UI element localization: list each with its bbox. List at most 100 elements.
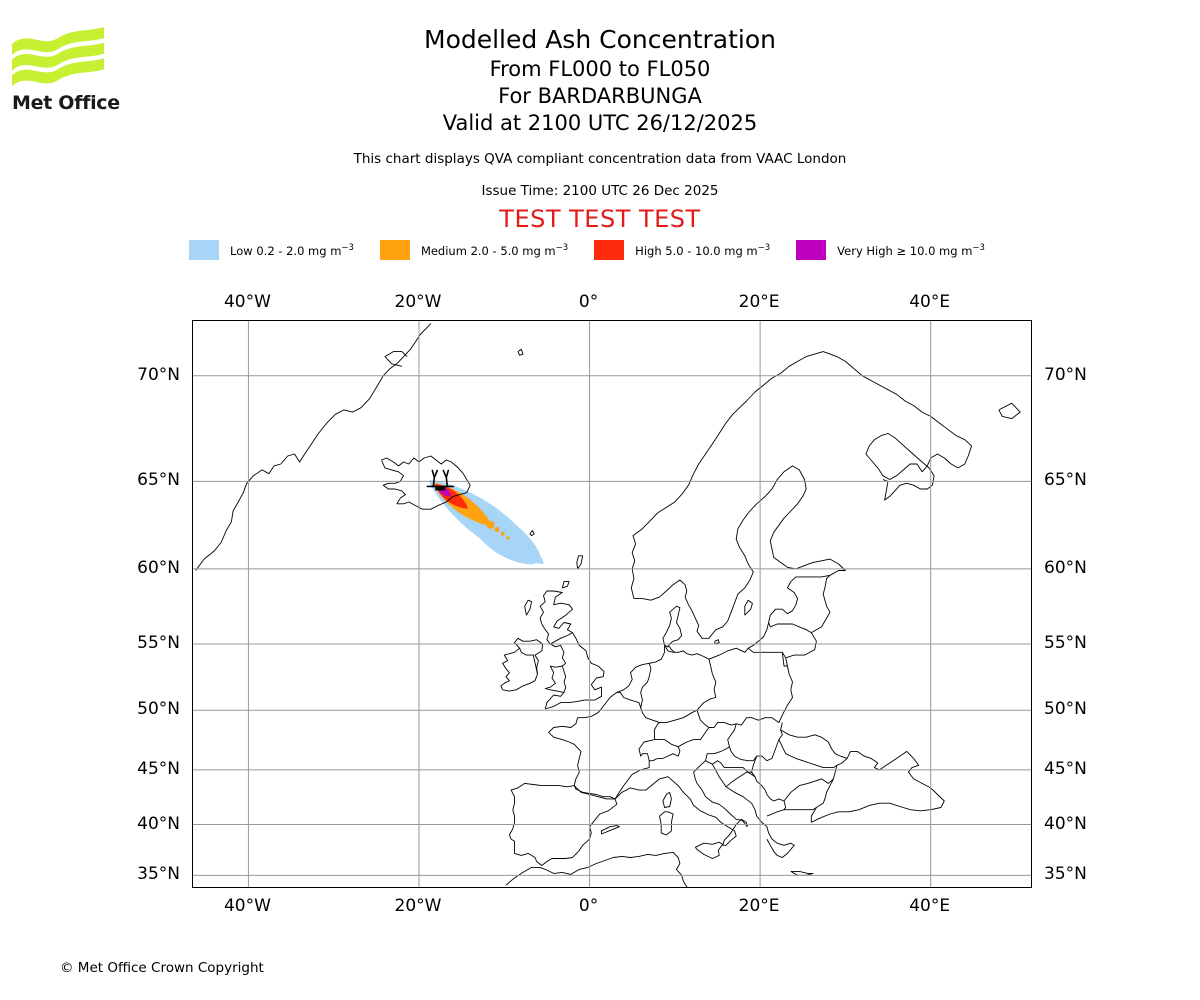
coastline-path (561, 581, 570, 589)
coastline-path (727, 722, 783, 762)
coastline-path (751, 755, 787, 817)
coastline-path (714, 639, 720, 645)
legend-item-high: High 5.0 - 10.0 mg m−3 (594, 240, 770, 260)
legend-item-very-high: Very High ≥ 10.0 mg m−3 (796, 240, 985, 260)
coastline-path (517, 348, 524, 356)
plume-speck (494, 527, 500, 533)
coastline-path (783, 778, 834, 802)
test-banner: TEST TEST TEST (499, 205, 701, 233)
map-container: 40°W 40°W 20°W 20°W 0° 0° 20°E 20°E 40°E 40°E 70°N… (137, 292, 1087, 916)
title-block: Modelled Ash Concentration From FL000 to… (0, 24, 1200, 233)
volcano-marker-icon (426, 469, 455, 491)
coastline-path (696, 647, 793, 728)
lon-tick-top-3: 20°E (738, 292, 780, 312)
lat-tick-left-7: 35°N (137, 864, 180, 885)
coastline-path (998, 402, 1021, 420)
qva-note: This chart displays QVA compliant concen… (353, 151, 847, 167)
coastline-path (659, 811, 674, 836)
coastline-path (694, 841, 724, 859)
coastline-path (529, 530, 535, 537)
lat-tick-right-7: 35°N (1044, 864, 1087, 885)
coastline-path (659, 659, 717, 724)
legend-label-very-high: Very High ≥ 10.0 mg m−3 (837, 242, 985, 258)
coastline-path (573, 785, 616, 800)
met-office-logo: Met Office (12, 22, 122, 114)
coastline-path (519, 648, 538, 675)
flight-level-range: From FL000 to FL050 (489, 57, 711, 81)
coastline-path (768, 622, 817, 659)
legend-swatch-low (189, 240, 220, 260)
lat-tick-right-2: 60°N (1044, 557, 1087, 578)
coastline-path (712, 760, 756, 778)
plume-speck (500, 531, 505, 536)
valid-time: Valid at 2100 UTC 26/12/2025 (442, 111, 758, 135)
page-title: Modelled Ash Concentration (424, 25, 776, 54)
coastline-path (853, 368, 973, 501)
lat-tick-left-2: 60°N (137, 557, 180, 578)
lat-tick-right-0: 70°N (1044, 364, 1087, 385)
coastline-path (744, 599, 753, 616)
concentration-legend: Low 0.2 - 2.0 mg m−3 Medium 2.0 - 5.0 mg … (0, 240, 1200, 260)
lat-tick-right-1: 65°N (1044, 470, 1087, 491)
lon-tick-top-4: 40°E (909, 292, 951, 312)
lat-tick-left-1: 65°N (137, 470, 180, 491)
map-canvas (193, 321, 1031, 887)
legend-item-medium: Medium 2.0 - 5.0 mg m−3 (379, 240, 569, 260)
lon-tick-bottom-1: 20°W (394, 896, 442, 916)
coastline-path (810, 750, 945, 823)
coastline-path (548, 652, 666, 759)
coastline-path (664, 644, 676, 653)
lon-tick-top-2: 0° (578, 292, 599, 312)
coastline-path (539, 590, 605, 710)
lat-tick-right-3: 55°N (1044, 632, 1087, 653)
coastline-path (790, 870, 814, 876)
coastline-path (384, 351, 408, 367)
coastline-path (662, 791, 672, 808)
lon-tick-bottom-4: 40°E (909, 896, 951, 916)
lon-tick-bottom-0: 40°W (223, 896, 271, 916)
legend-label-high: High 5.0 - 10.0 mg m−3 (635, 242, 771, 258)
coastline-path (705, 746, 730, 761)
legend-swatch-very-high (796, 240, 827, 260)
graticule-layer (193, 321, 1031, 887)
lat-tick-right-5: 45°N (1044, 758, 1087, 779)
coastline-path (616, 691, 660, 724)
issue-time: Issue Time: 2100 UTC 26 Dec 2025 (481, 183, 719, 199)
coastline-path (614, 760, 795, 858)
copyright-notice: © Met Office Crown Copyright (60, 960, 264, 976)
coastline-path (561, 665, 567, 693)
coastline-path (505, 851, 689, 887)
coastline-path (640, 663, 652, 708)
coastline-path (550, 632, 573, 645)
coastline-path (524, 599, 533, 616)
coastline-path (630, 351, 855, 599)
logo-wordmark: Met Office (12, 92, 120, 114)
coastline-path (778, 739, 838, 769)
coastline-path (576, 555, 584, 570)
coastline-path (195, 323, 432, 571)
coastline-path (725, 771, 752, 788)
lon-tick-top-0: 40°W (223, 292, 271, 312)
lat-tick-left-5: 45°N (137, 758, 180, 779)
legend-label-medium: Medium 2.0 - 5.0 mg m−3 (420, 242, 569, 258)
legend-swatch-high (594, 240, 625, 260)
lat-tick-left-4: 50°N (137, 699, 180, 720)
coastline-path (784, 807, 817, 811)
map-frame (192, 320, 1032, 888)
legend-item-low: Low 0.2 - 2.0 mg m−3 (189, 240, 354, 260)
coastline-path (649, 746, 681, 762)
coastline-path (633, 465, 846, 660)
coastline-path (781, 652, 788, 667)
legend-swatch-medium (379, 240, 410, 260)
coastline-path (654, 727, 710, 748)
volcano-name: For BARDARBUNGA (498, 84, 702, 108)
coastline-path (614, 722, 660, 800)
coastline-layer (195, 323, 1021, 887)
lat-tick-left-3: 55°N (137, 632, 180, 653)
lon-tick-top-1: 20°W (394, 292, 442, 312)
coastline-path (508, 758, 618, 866)
lat-tick-right-6: 40°N (1044, 813, 1087, 834)
coastline-path (500, 637, 544, 692)
ash-plume-layer (429, 480, 544, 565)
lat-tick-left-0: 70°N (137, 364, 180, 385)
